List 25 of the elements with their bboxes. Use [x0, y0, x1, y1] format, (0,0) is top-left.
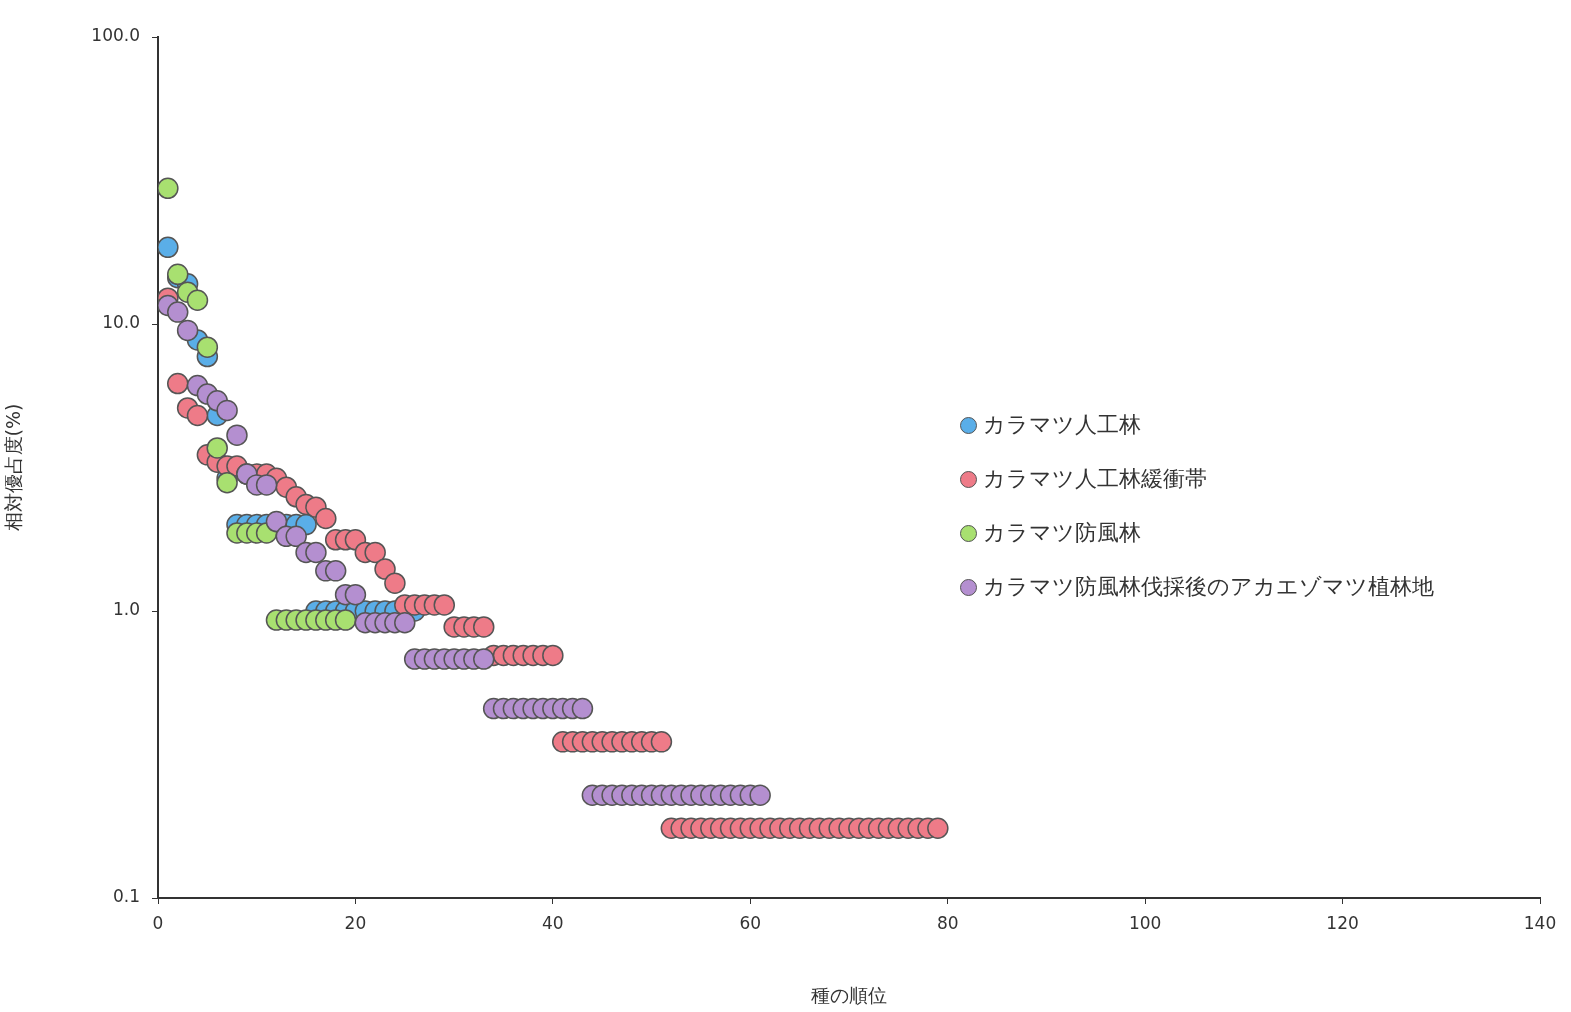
y-axis-title: 相対優占度(%) — [2, 403, 25, 532]
point — [334, 609, 357, 631]
point — [158, 177, 179, 200]
x-tick-label: 0 — [152, 912, 164, 933]
legend-label: カラマツ防風林 — [983, 519, 1141, 547]
x-tick-label: 40 — [542, 912, 564, 933]
x-tick-label: 20 — [344, 912, 367, 933]
x-tick-label: 60 — [739, 912, 762, 933]
y-tick-label: 10.0 — [102, 312, 140, 333]
y-tick-label: 0.1 — [112, 886, 140, 907]
x-tick-label: 120 — [1326, 912, 1359, 933]
point — [196, 336, 219, 358]
legend-label: カラマツ人工林緩衝帯 — [983, 465, 1207, 493]
x-tick-label: 140 — [1523, 912, 1557, 933]
y-tick-label: 100.0 — [91, 25, 140, 46]
x-tick-label: 80 — [936, 912, 959, 933]
point — [216, 471, 238, 494]
point — [158, 236, 179, 259]
legend-label: カラマツ防風林伐採後のアカエゾマツ植林地 — [983, 573, 1434, 601]
point — [206, 437, 228, 459]
x-tick-label: 100 — [1128, 912, 1162, 933]
y-tick-label: 1.0 — [112, 599, 140, 620]
point — [186, 289, 209, 311]
legend-label: カラマツ人工林 — [983, 411, 1141, 439]
x-axis-title: 種の順位 — [811, 983, 887, 1006]
